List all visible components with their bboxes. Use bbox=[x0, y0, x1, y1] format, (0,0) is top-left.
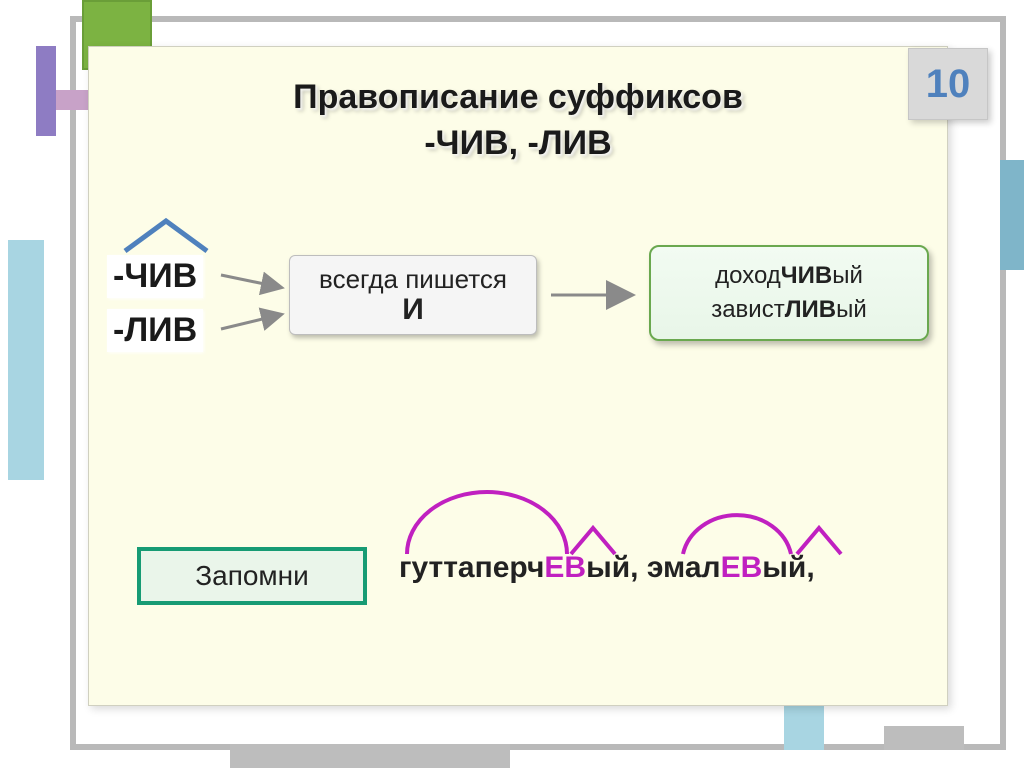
frame-edge bbox=[1000, 16, 1006, 750]
example-suffix: ЛИВ bbox=[785, 296, 836, 323]
arrow-icon bbox=[219, 269, 289, 293]
example-1: доходЧИВый bbox=[715, 259, 863, 293]
exc-ending: ый, bbox=[586, 551, 647, 584]
arrow-icon bbox=[549, 285, 639, 305]
suffix-label-liv: -ЛИВ bbox=[107, 309, 203, 352]
frame-edge bbox=[70, 744, 1006, 750]
exc-suffix: ЕВ bbox=[544, 551, 586, 584]
exc-root: эмал bbox=[647, 551, 721, 584]
suffix-label-chiv: -ЧИВ bbox=[107, 255, 203, 298]
morpheme-arcs bbox=[399, 482, 929, 562]
rule-line1: всегда пишется bbox=[319, 264, 507, 295]
content-panel: Правописание суффиксов -ЧИВ, -ЛИВ -ЧИВ -… bbox=[88, 46, 948, 706]
example-prefix: доход bbox=[715, 262, 781, 289]
exc-root: гуттаперч bbox=[399, 551, 544, 584]
suffix-roof-marker bbox=[121, 215, 211, 255]
accent-block-gray bbox=[884, 726, 964, 750]
rule-line2: И bbox=[402, 293, 424, 327]
example-prefix: завист bbox=[711, 296, 785, 323]
rule-box: всегда пишется И bbox=[289, 255, 537, 335]
accent-block-teal bbox=[1000, 160, 1024, 270]
frame-edge bbox=[70, 16, 76, 750]
accent-block-teal bbox=[8, 240, 44, 480]
example-suffix: ЧИВ bbox=[781, 262, 832, 289]
title-line1: Правописание суффиксов bbox=[293, 78, 743, 116]
slide-title: Правописание суффиксов -ЧИВ, -ЛИВ bbox=[89, 75, 947, 167]
example-ending: ый bbox=[832, 262, 863, 289]
remember-box: Запомни bbox=[137, 547, 367, 605]
example-2: завистЛИВый bbox=[711, 293, 867, 327]
accent-block-purple bbox=[36, 46, 56, 136]
slide-number-text: 10 bbox=[926, 62, 971, 107]
accent-block-gray bbox=[230, 744, 510, 768]
exc-ending: ый, bbox=[762, 551, 814, 584]
frame-edge bbox=[70, 16, 1006, 22]
title-line2: -ЧИВ, -ЛИВ bbox=[424, 124, 611, 162]
exc-suffix: ЕВ bbox=[721, 551, 763, 584]
arrow-icon bbox=[219, 309, 289, 333]
exception-words: гуттаперчЕВый, эмалЕВый, bbox=[399, 551, 815, 585]
example-ending: ый bbox=[836, 296, 867, 323]
remember-label: Запомни bbox=[195, 560, 309, 592]
examples-box: доходЧИВый завистЛИВый bbox=[649, 245, 929, 341]
slide-number-badge: 10 bbox=[908, 48, 988, 120]
